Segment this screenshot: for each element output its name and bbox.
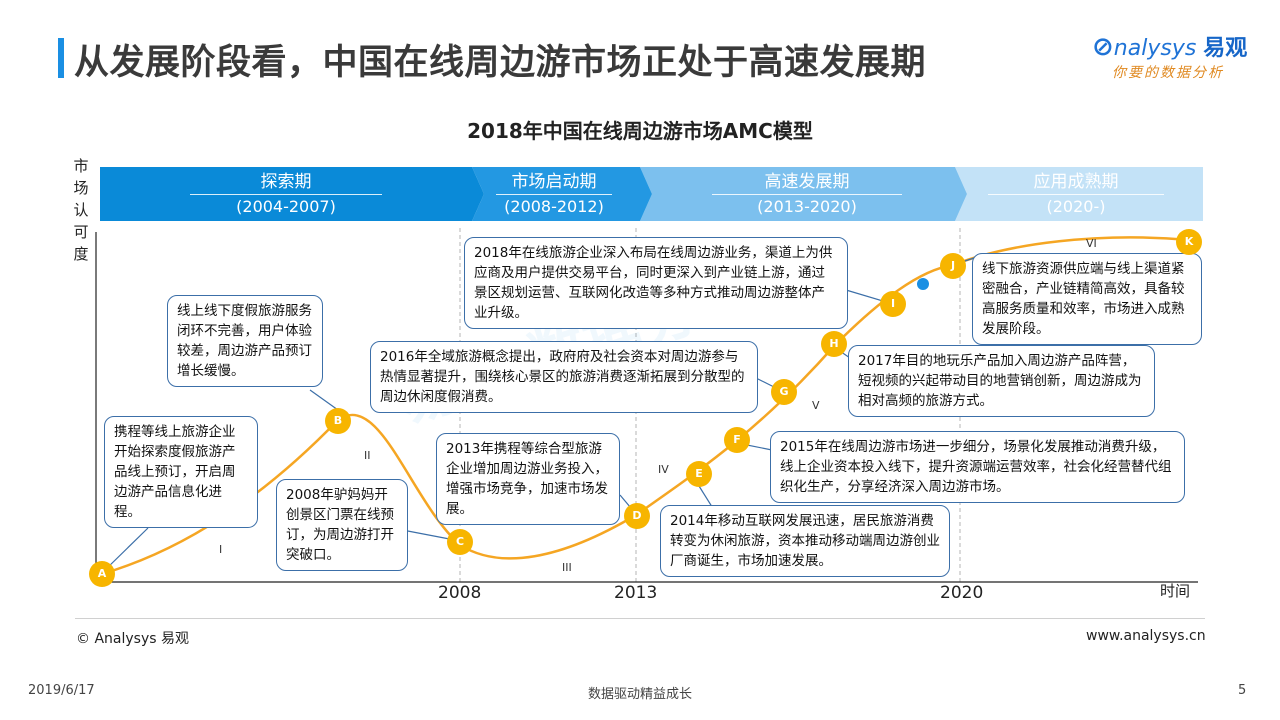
footer-divider	[75, 618, 1205, 619]
leader-a	[103, 527, 149, 572]
phase-name: 应用成熟期	[1033, 172, 1119, 192]
title-accent-bar	[58, 38, 64, 78]
phase-name: 探索期	[260, 172, 312, 192]
footer-slogan: 数据驱动精益成长	[587, 687, 692, 702]
node-k: K	[1176, 229, 1202, 255]
logo-tagline: 你要的数据分析	[1112, 65, 1224, 81]
website-link[interactable]: www.analysys.cn	[1086, 628, 1206, 644]
page-number: 5	[1238, 683, 1247, 698]
phase-range: (2004-2007)	[190, 194, 382, 219]
logo-a-glyph: ⊘	[1092, 32, 1114, 62]
node-b: B	[325, 408, 351, 434]
y-axis-label: 市场认可度	[73, 157, 89, 263]
callout-c: 2008年驴妈妈开创景区门票在线预订，为周边游打开突破口。	[276, 479, 408, 571]
report-date: 2019/6/17	[28, 683, 95, 698]
callout-k: 线下旅游资源供应端与线上渠道紧密融合，产业链精简高效，具备较高服务质量和效率，市…	[972, 253, 1202, 345]
phase-label-rapid-growth: 高速发展期 (2013-2020)	[712, 170, 902, 219]
node-a: A	[89, 561, 115, 587]
page-title: 从发展阶段看，中国在线周边游市场正处于高速发展期	[74, 43, 927, 83]
phase-range: (2008-2012)	[496, 194, 612, 219]
node-e: E	[686, 461, 712, 487]
phase-name: 市场启动期	[511, 172, 597, 192]
chart-title: 2018年中国在线周边游市场AMC模型	[467, 119, 813, 143]
stage-label: VI	[1086, 237, 1097, 250]
node-g: G	[771, 379, 797, 405]
callout-i: 2018年在线旅游企业深入布局在线周边游业务，渠道上为供应商及用户提供交易平台，…	[464, 237, 848, 329]
phase-name: 高速发展期	[764, 172, 850, 192]
logo-cn-text: 易观	[1203, 36, 1248, 61]
year-tick-2008: 2008	[438, 583, 482, 603]
marker-dot	[917, 278, 929, 290]
leader-b	[309, 389, 339, 411]
callout-b: 线上线下度假旅游服务闭环不完善，用户体验较差，周边游产品预订增长缓慢。	[167, 295, 323, 387]
phase-range: (2013-2020)	[712, 194, 902, 219]
year-tick-2013: 2013	[614, 583, 658, 603]
phase-label-startup: 市场启动期 (2008-2012)	[496, 170, 612, 219]
callout-e: 2014年移动互联网发展迅速，居民旅游消费转变为休闲旅游，资本推动移动端周边游创…	[660, 505, 950, 577]
analysys-logo: ⊘nalysys 易观 你要的数据分析	[1092, 30, 1252, 84]
stage-label: III	[562, 561, 572, 574]
callout-a: 携程等线上旅游企业开始探索度假旅游产品线上预订，开启周边游产品信息化进程。	[104, 416, 258, 528]
callout-d: 2013年携程等综合型旅游企业增加周边游业务投入，增强市场竞争，加速市场发展。	[436, 433, 620, 525]
callout-f: 2015年在线周边游市场进一步细分，场景化发展推动消费升级，线上企业资本投入线下…	[770, 431, 1185, 503]
stage-label: V	[812, 399, 820, 412]
x-axis-label: 时间	[1160, 582, 1191, 600]
stage-label: II	[364, 449, 371, 462]
phase-range: (2020-)	[988, 194, 1164, 219]
node-j: J	[940, 253, 966, 279]
node-h: H	[821, 331, 847, 357]
node-c: C	[447, 529, 473, 555]
node-d: D	[624, 503, 650, 529]
copyright-text: © Analysys 易观	[76, 631, 189, 647]
stage-label: I	[219, 543, 223, 556]
node-f: F	[724, 427, 750, 453]
callout-g: 2016年全域旅游概念提出，政府府及社会资本对周边游参与热情显著提升，围绕核心景…	[370, 341, 758, 413]
logo-wordmark: ⊘nalysys 易观	[1092, 30, 1247, 62]
stage-label: IV	[658, 463, 669, 476]
callout-h: 2017年目的地玩乐产品加入周边游产品阵营，短视频的兴起带动目的地营销创新，周边…	[848, 345, 1155, 417]
logo-latin-text: nalysys	[1113, 36, 1197, 61]
phase-label-maturity: 应用成熟期 (2020-)	[988, 170, 1164, 219]
year-tick-2020: 2020	[940, 583, 984, 603]
phase-label-exploration: 探索期 (2004-2007)	[190, 170, 382, 219]
node-i: I	[880, 291, 906, 317]
